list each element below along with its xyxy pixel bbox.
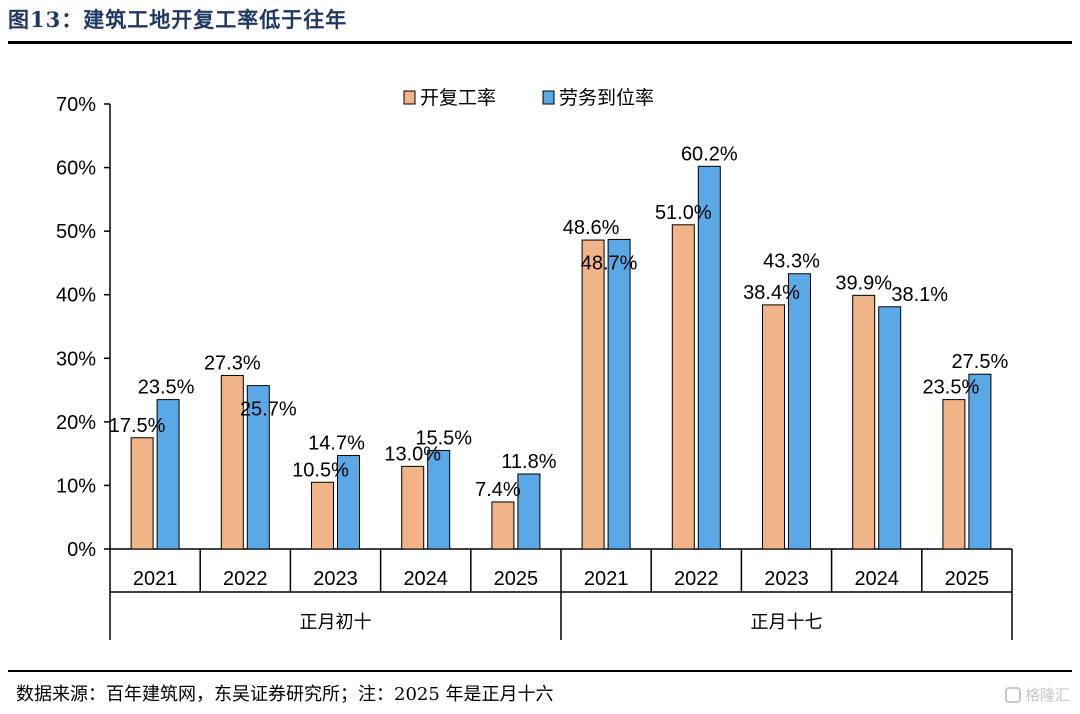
- x-tick-label: 2021: [133, 568, 178, 590]
- bar-series1: [491, 501, 515, 550]
- data-label: 25.7%: [240, 399, 297, 421]
- data-label: 7.4%: [475, 479, 521, 501]
- bar-series1: [671, 224, 695, 550]
- bar-series1: [311, 481, 334, 550]
- group-label: 正月初十: [300, 612, 372, 633]
- bar-series2: [246, 385, 270, 550]
- watermark-text: 格隆汇: [1024, 686, 1070, 704]
- chart-data-labels: 17.5% 23.5% 27.3% 25.7% 10.5% 14.7% 13.0%15.5%…: [109, 143, 1009, 501]
- x-tick-label: 2021: [584, 568, 629, 590]
- x-tick-label: 2022: [223, 568, 268, 590]
- bar-series2: [697, 165, 721, 550]
- bar-series1: [220, 374, 244, 550]
- bar-series1: [401, 465, 425, 550]
- y-tick-label: 70%: [56, 94, 96, 116]
- y-tick-label: 10%: [56, 475, 96, 497]
- y-tick-label: 30%: [56, 348, 96, 370]
- bar-series2: [517, 473, 541, 550]
- legend-label: 劳务到位率: [559, 87, 654, 109]
- data-label: 10.5%: [292, 459, 349, 481]
- x-tick-label: 2023: [313, 568, 358, 590]
- bar-series2: [156, 399, 180, 550]
- bar-series2: [968, 373, 992, 550]
- x-tick-label: 2025: [494, 568, 539, 590]
- data-label: 38.4%: [743, 282, 800, 304]
- bar-series1: [762, 304, 785, 550]
- bar-series1: [130, 437, 154, 550]
- legend-swatch: [403, 90, 416, 105]
- data-label: 11.8%: [501, 451, 556, 473]
- watermark-logo-icon: [1004, 687, 1021, 703]
- data-label: 60.2%: [681, 143, 738, 165]
- group-label: 正月十七: [751, 612, 823, 633]
- bar-series2: [607, 238, 631, 550]
- data-label: 13.0%: [384, 443, 441, 465]
- y-tick-label: 60%: [56, 158, 96, 180]
- bar-series2: [337, 455, 360, 550]
- data-label: 27.5%: [952, 351, 1009, 373]
- figure-title: 图13：建筑工地开复工率低于往年: [8, 7, 348, 32]
- data-label: 15.5%: [415, 427, 472, 449]
- x-tick-label: 2025: [945, 568, 990, 590]
- data-label: 38.1%: [891, 284, 948, 306]
- y-tick-label: 20%: [56, 412, 96, 434]
- x-tick-label: 2022: [674, 568, 719, 590]
- bar-series2: [427, 449, 451, 550]
- y-tick-label: 40%: [56, 285, 96, 307]
- data-label: 23.5%: [138, 377, 195, 399]
- data-label: 17.5%: [109, 415, 166, 437]
- bar-series1: [942, 399, 966, 550]
- chart-axes: 0% 10% 20% 30% 40% 50% 60% 70% 2021 2022 2023 2024 2…: [56, 94, 1013, 640]
- y-tick-label: 0%: [67, 539, 96, 561]
- bar-series2: [878, 306, 902, 550]
- data-label: 14.7%: [308, 433, 365, 455]
- y-tick-label: 50%: [56, 221, 96, 243]
- bar-series1: [852, 294, 876, 550]
- source-note: 数据来源：百年建筑网，东吴证券研究所；注：2025 年是正月十六: [16, 684, 554, 705]
- bar-series2: [788, 273, 811, 550]
- chart-legend: 开复工率 劳务到位率: [403, 87, 654, 109]
- data-label: 23.5%: [923, 377, 980, 399]
- bar-chart: 0% 10% 20% 30% 40% 50% 60% 70% 2021 2022 2023 2024 2…: [56, 87, 1013, 640]
- legend-swatch: [542, 90, 555, 105]
- x-tick-label: 2023: [764, 568, 809, 590]
- watermark: 格隆汇: [1004, 684, 1070, 705]
- data-label: 27.3%: [204, 352, 261, 374]
- bar-series1: [581, 239, 605, 550]
- data-label: 48.7%: [581, 252, 638, 274]
- data-label: 48.6%: [563, 217, 620, 239]
- x-tick-label: 2024: [854, 568, 899, 590]
- bottom-rule: [8, 670, 1072, 672]
- data-label: 43.3%: [763, 251, 820, 273]
- data-label: 39.9%: [835, 272, 892, 294]
- chart-bars: [130, 165, 992, 550]
- legend-label: 开复工率: [420, 87, 496, 109]
- data-label: 51.0%: [655, 202, 712, 224]
- top-rule: [8, 41, 1072, 44]
- x-tick-label: 2024: [403, 568, 448, 590]
